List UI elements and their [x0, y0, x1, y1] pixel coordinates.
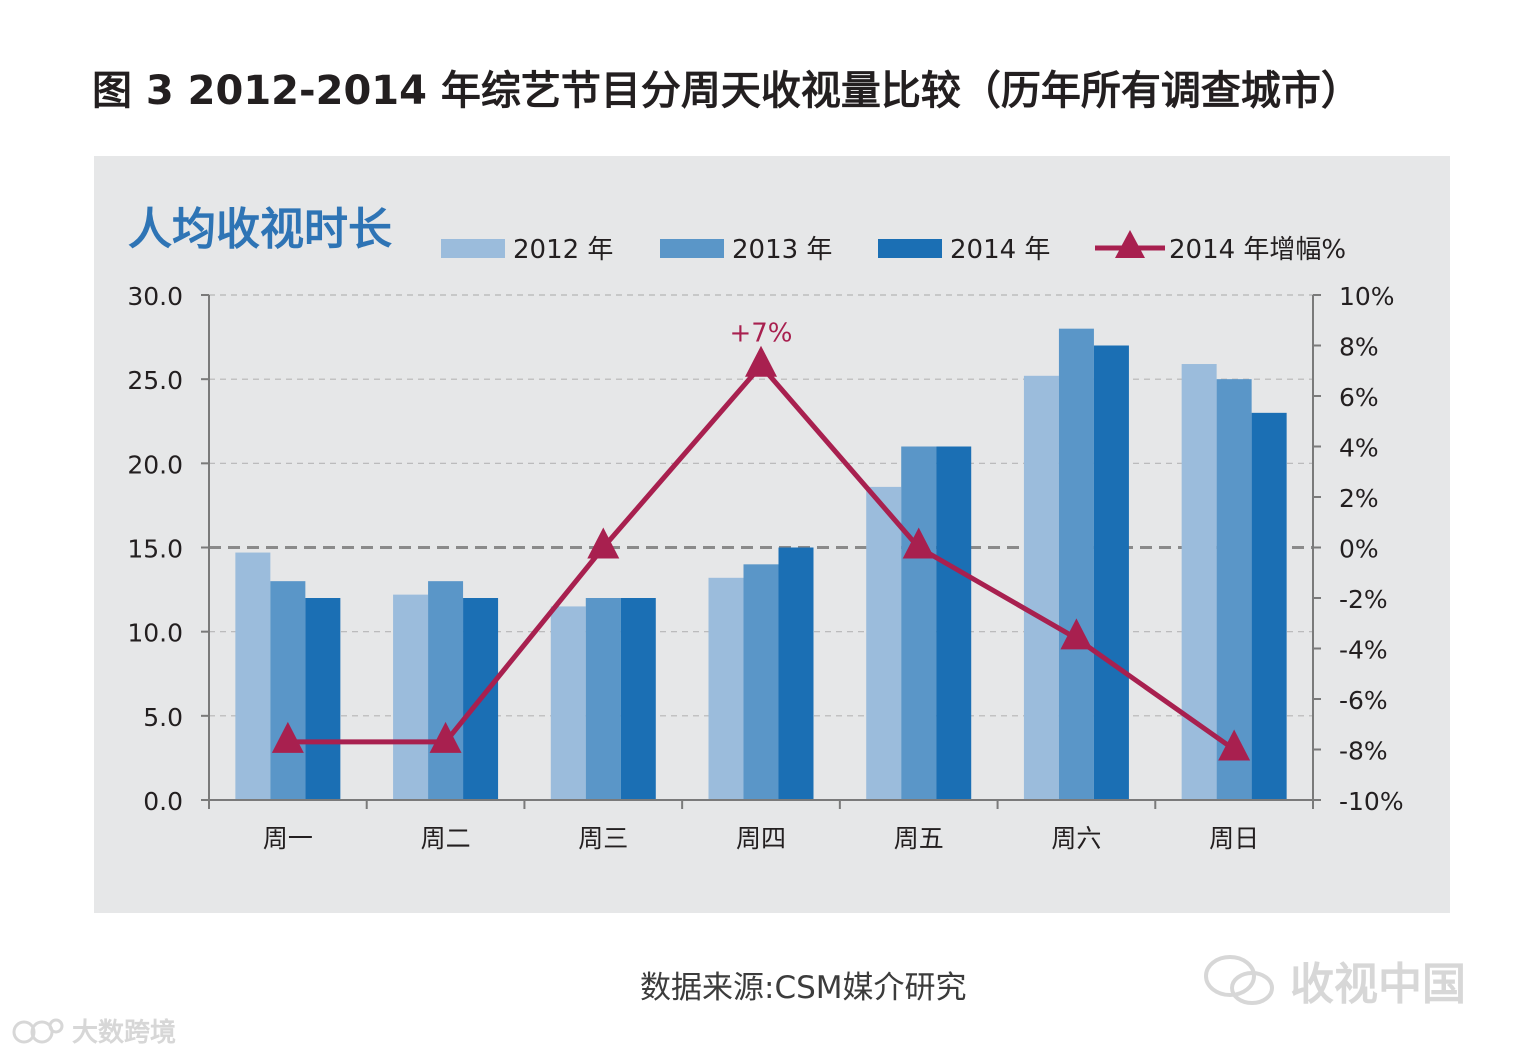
- y-right-label: 4%: [1339, 434, 1379, 463]
- x-category-label: 周六: [1051, 824, 1101, 853]
- y-left-label: 10.0: [127, 619, 183, 648]
- y-right-label: 0%: [1339, 535, 1379, 564]
- growth-line: +7%: [271, 319, 1251, 761]
- bar-1-0: [270, 581, 306, 800]
- watermark-dashukuajing: 大数跨境: [10, 1008, 176, 1052]
- y-right-label: 2%: [1339, 484, 1379, 513]
- bar-2-0: [305, 598, 341, 800]
- axis-labels: 0.0 5.0 10.0 15.0 20.0 25.0 30.0 -10% -8% -6% -4% -…: [127, 282, 1403, 853]
- bar-2-2: [620, 598, 656, 800]
- y-left-label: 0.0: [143, 787, 183, 816]
- y-left-label: 20.0: [127, 450, 183, 479]
- source-note: 数据来源:CSM媒介研究: [640, 970, 967, 1006]
- bar-2-3: [778, 547, 814, 800]
- y-right-label: 8%: [1339, 333, 1379, 362]
- bar-1-4: [901, 446, 937, 800]
- watermark-shouzhizhongguo: 收视中国: [1200, 945, 1500, 1015]
- legend-label-1: 2013 年: [732, 235, 832, 265]
- y-left-label: 30.0: [127, 282, 183, 311]
- axes: [201, 294, 1321, 809]
- y-right-label: 10%: [1339, 282, 1395, 311]
- legend-swatch-0: [441, 239, 505, 258]
- bar-1-3: [743, 564, 779, 800]
- x-category-label: 周一: [263, 824, 313, 853]
- y-left-label: 15.0: [127, 535, 183, 564]
- y-right-label: 6%: [1339, 383, 1379, 412]
- bar-0-0: [235, 552, 271, 800]
- bar-2-6: [1251, 412, 1287, 800]
- chart-svg: 人均收视时长 2012 年 2013 年 2014 年 2014 年增幅% +7% 0…: [127, 204, 1403, 853]
- bar-0-5: [1023, 375, 1059, 800]
- y-left-label: 5.0: [143, 703, 183, 732]
- x-category-label: 周日: [1209, 824, 1259, 853]
- x-category-label: 周四: [736, 824, 786, 853]
- legend-swatch-1: [660, 239, 724, 258]
- watermark-left-text: 大数跨境: [72, 1017, 177, 1048]
- bar-1-2: [585, 598, 621, 800]
- y-left-label: 25.0: [127, 366, 183, 395]
- chart-panel: 人均收视时长 2012 年 2013 年 2014 年 2014 年增幅% +7% 0…: [94, 156, 1450, 913]
- wechat-icon: [1204, 955, 1274, 1005]
- legend-line-marker: [1115, 230, 1145, 258]
- bar-0-2: [550, 606, 586, 800]
- y-right-label: -4%: [1339, 636, 1388, 665]
- growth-marker: [1218, 729, 1251, 761]
- y-right-label: -6%: [1339, 686, 1388, 715]
- legend-label-0: 2012 年: [513, 235, 613, 265]
- y-right-label: -8%: [1339, 737, 1388, 766]
- x-category-label: 周五: [894, 824, 944, 853]
- y-right-label: -10%: [1339, 787, 1404, 816]
- y-right-label: -2%: [1339, 585, 1388, 614]
- bar-1-5: [1058, 328, 1094, 800]
- legend-line-label: 2014 年增幅%: [1169, 235, 1346, 265]
- legend: 2012 年 2013 年 2014 年 2014 年增幅%: [441, 230, 1346, 265]
- legend-label-2: 2014 年: [950, 235, 1050, 265]
- legend-swatch-2: [878, 239, 942, 258]
- growth-annotation: +7%: [729, 319, 792, 349]
- growth-marker: [745, 345, 777, 377]
- growth-marker: [587, 527, 620, 559]
- watermark-right-text: 收视中国: [1290, 959, 1466, 1010]
- x-category-label: 周二: [421, 824, 471, 853]
- figure-title: 图 3 2012-2014 年综艺节目分周天收视量比较（历年所有调查城市）: [92, 68, 1361, 114]
- bar-0-4: [866, 486, 902, 800]
- chart-title: 人均收视时长: [128, 204, 392, 255]
- growth-marker: [1060, 618, 1093, 650]
- bar-2-4: [936, 446, 972, 800]
- bar-0-1: [393, 594, 429, 800]
- bar-2-5: [1093, 345, 1129, 800]
- logo-icon: [12, 1018, 64, 1044]
- growth-marker: [902, 527, 935, 559]
- bars: [235, 328, 1287, 800]
- bar-1-1: [428, 581, 464, 800]
- growth-marker: [429, 721, 462, 753]
- growth-marker: [271, 721, 304, 753]
- bar-0-3: [708, 577, 744, 800]
- x-category-label: 周三: [578, 824, 628, 853]
